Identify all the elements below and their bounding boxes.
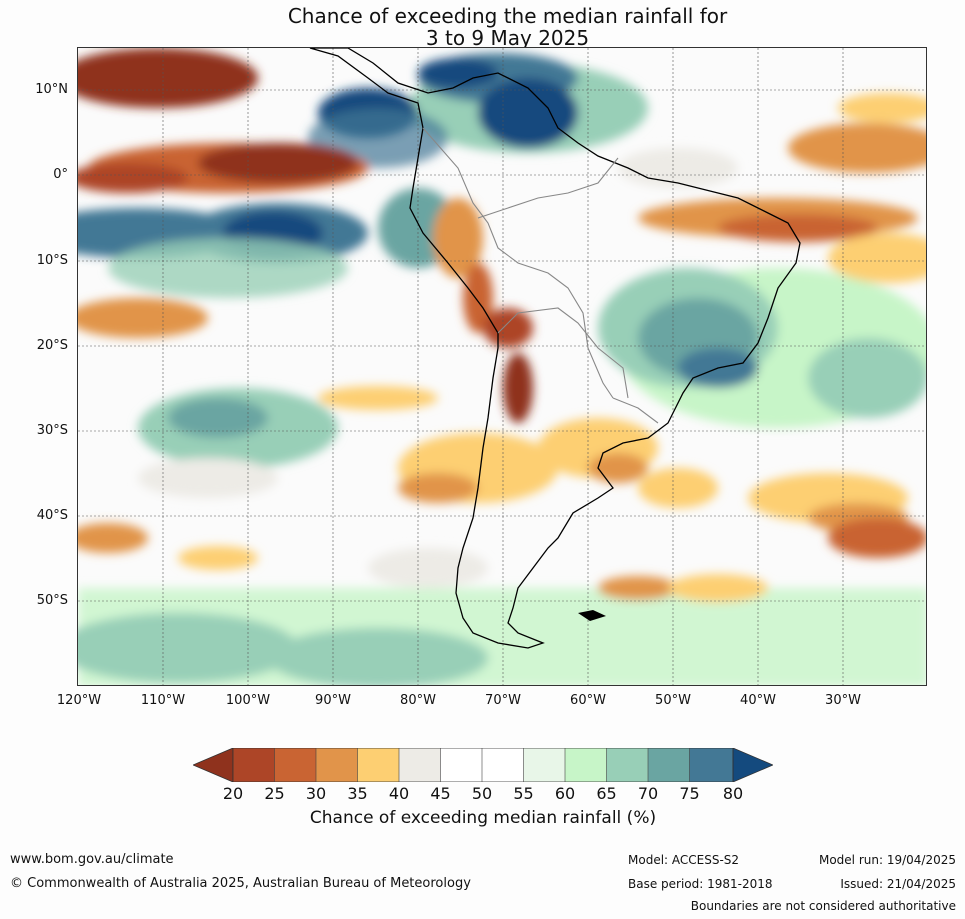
colorbar-tick-30: 30 xyxy=(305,784,327,803)
colorbar-tick-55: 55 xyxy=(513,784,534,803)
lon-label-40w: 40°W xyxy=(740,693,776,708)
graticule xyxy=(78,48,926,685)
map-title-line2: 3 to 9 May 2025 xyxy=(425,26,590,50)
lat-label-10s: 10°S xyxy=(36,253,68,268)
lon-label-50w: 50°W xyxy=(655,693,691,708)
colorbar-segment-70-75 xyxy=(648,748,690,782)
colorbar-tick-50: 50 xyxy=(471,784,493,803)
colorbar-tick-25: 25 xyxy=(264,784,285,803)
colorbar-tick-60: 60 xyxy=(554,784,576,803)
map-canvas xyxy=(78,48,926,685)
lat-label-20s: 20°S xyxy=(36,338,68,353)
colorbar-segment-65-70 xyxy=(606,748,648,782)
lon-label-70w: 70°W xyxy=(485,693,521,708)
footer-model-run: Model run: 19/04/2025 xyxy=(818,853,956,867)
footer-website: www.bom.gov.au/climate xyxy=(10,852,174,867)
lat-label-0: 0° xyxy=(53,167,68,182)
colorbar-segment-50-55 xyxy=(482,748,524,782)
lon-label-110w: 110°W xyxy=(140,693,186,708)
lon-label-80w: 80°W xyxy=(400,693,436,708)
colorbar-segment-40-45 xyxy=(399,748,441,782)
falkland-islands xyxy=(578,610,606,621)
colorbar xyxy=(193,748,773,782)
colorbar-segment-45-50 xyxy=(440,748,482,782)
lat-label-10n: 10°N xyxy=(35,82,68,97)
lon-label-90w: 90°W xyxy=(315,693,351,708)
map-title-line1: Chance of exceeding the median rainfall … xyxy=(287,4,728,28)
colorbar-tick-20: 20 xyxy=(222,784,244,803)
colorbar-label: Chance of exceeding median rainfall (%) xyxy=(309,808,657,828)
lat-label-40s: 40°S xyxy=(36,508,68,523)
colorbar-segment-above-80 xyxy=(732,748,773,782)
lon-label-100w: 100°W xyxy=(225,693,271,708)
lat-label-50s: 50°S xyxy=(36,593,68,608)
colorbar-tick-45: 45 xyxy=(430,784,451,803)
colorbar-tick-70: 70 xyxy=(637,784,659,803)
colorbar-tick-40: 40 xyxy=(388,784,410,803)
colorbar-segment-below-20 xyxy=(193,748,234,782)
colorbar-segment-60-65 xyxy=(565,748,607,782)
lon-label-30w: 30°W xyxy=(825,693,861,708)
footer-issued: Issued: 21/04/2025 xyxy=(840,877,956,891)
lon-label-60w: 60°W xyxy=(570,693,606,708)
country-borders xyxy=(422,127,659,424)
south-america-coastline xyxy=(309,48,801,649)
lon-label-120w: 120°W xyxy=(56,693,102,708)
lat-label-30s: 30°S xyxy=(36,423,68,438)
colorbar-tick-35: 35 xyxy=(347,784,368,803)
footer-base-period: Base period: 1981-2018 xyxy=(628,877,773,891)
footer-model: Model: ACCESS-S2 xyxy=(628,853,740,867)
colorbar-segment-20-25 xyxy=(233,748,275,782)
footer-disclaimer: Boundaries are not considered authoritat… xyxy=(690,899,956,913)
colorbar-segment-25-30 xyxy=(274,748,316,782)
colorbar-tick-80: 80 xyxy=(722,784,744,803)
colorbar-segment-55-60 xyxy=(523,748,565,782)
footer-copyright: © Commonwealth of Australia 2025, Austra… xyxy=(10,876,471,891)
rainfall-probability-map xyxy=(77,47,927,686)
colorbar-segment-35-40 xyxy=(357,748,399,782)
colorbar-segment-30-35 xyxy=(316,748,358,782)
colorbar-tick-75: 75 xyxy=(679,784,700,803)
colorbar-segment-75-80 xyxy=(689,748,733,782)
colorbar-tick-65: 65 xyxy=(596,784,617,803)
